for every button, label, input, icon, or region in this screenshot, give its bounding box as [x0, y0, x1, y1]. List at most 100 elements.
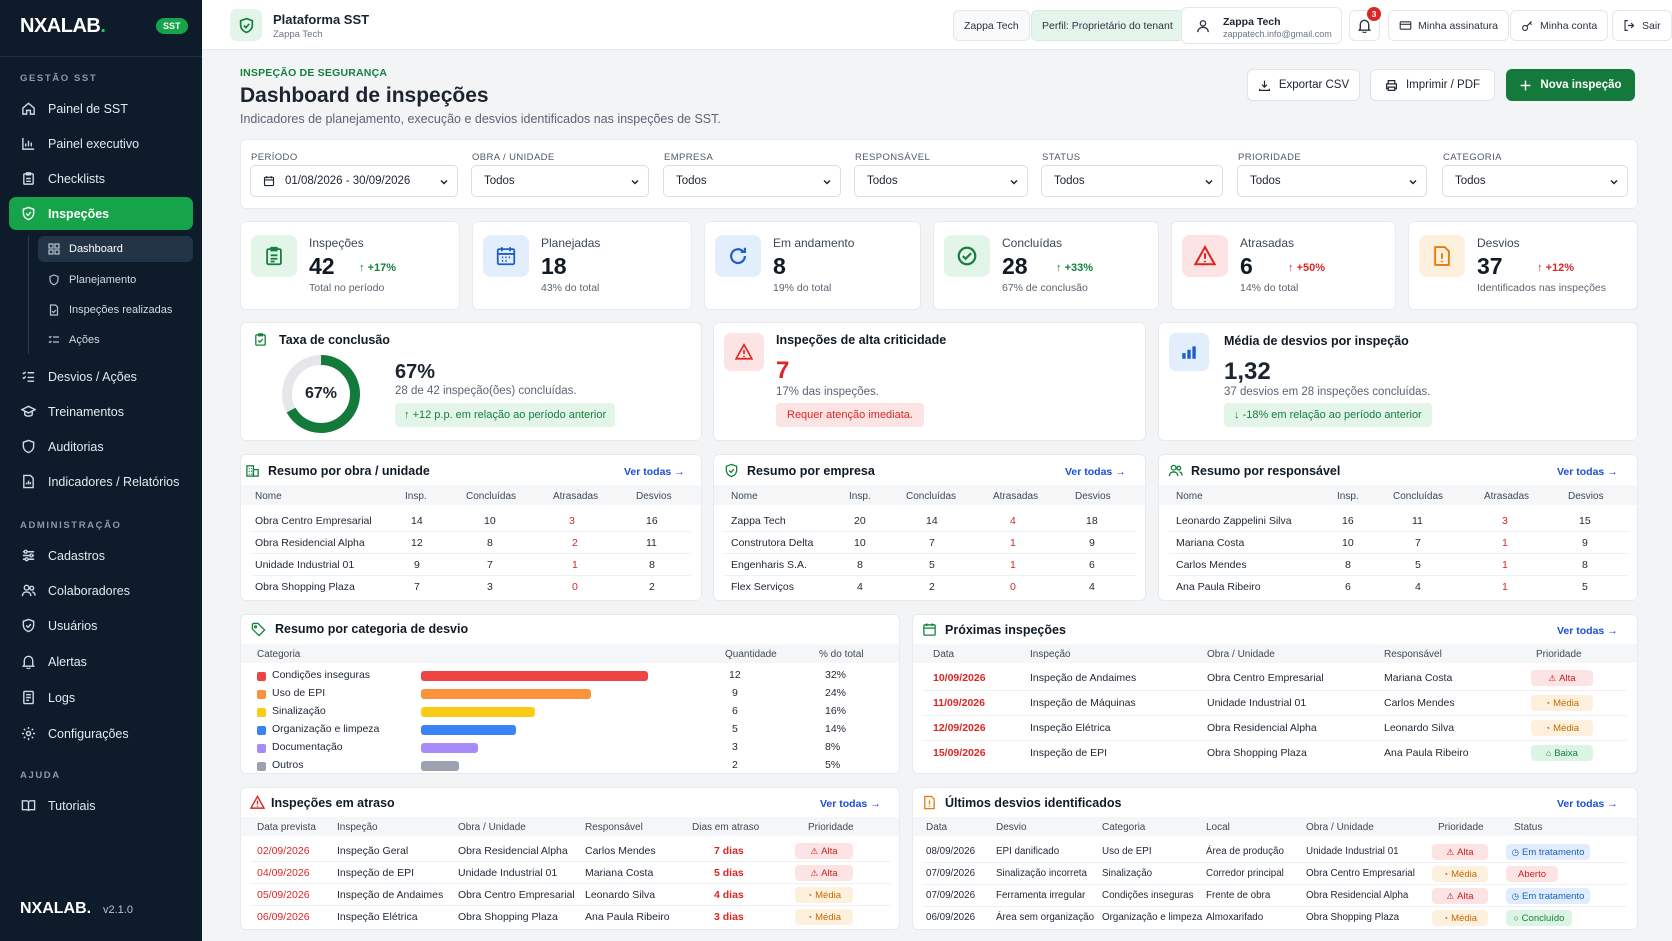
- cell-insp: 7: [414, 581, 420, 593]
- kpi-card-inspecoes[interactable]: Inspeções 42 ↑ +17% Total no período: [240, 221, 460, 310]
- table-cell: Ferramenta irregular: [996, 890, 1086, 901]
- cell-concluidas: 8: [487, 537, 493, 549]
- new-inspection-label: Nova inspeção: [1540, 79, 1622, 91]
- filter-value: Todos: [676, 175, 707, 187]
- export-csv-button[interactable]: Exportar CSV: [1247, 69, 1360, 101]
- kpi-footnote: Total no período: [309, 282, 385, 294]
- sidebar-subitem-acoes[interactable]: Ações: [38, 327, 193, 353]
- notifications-button[interactable]: [1349, 10, 1380, 41]
- print-pdf-label: Imprimir / PDF: [1405, 79, 1481, 91]
- filter-prioridade[interactable]: Todos: [1237, 165, 1427, 197]
- kpi-card-atrasadas[interactable]: Atrasadas 6 ↑ +50% 14% do total: [1171, 221, 1396, 310]
- view-all-label: Ver todas: [624, 466, 672, 478]
- filter-label-periodo: PERÍODO: [251, 152, 298, 163]
- view-all-link[interactable]: Ver todas →: [1065, 466, 1126, 478]
- category-percent: 24%: [825, 687, 847, 699]
- sidebar-item-inspecoes[interactable]: Inspeções: [9, 197, 193, 230]
- table-header: [241, 644, 899, 663]
- list-check-icon: [48, 335, 59, 344]
- view-all-link[interactable]: Ver todas →: [624, 466, 685, 478]
- profile-badge[interactable]: Perfil: Proprietário do tenant: [1031, 10, 1184, 41]
- table-cell: Inspeção de EPI: [1030, 747, 1108, 759]
- sidebar-item-painel-executivo[interactable]: Painel executivo: [9, 127, 193, 160]
- sidebar-item-checklists[interactable]: Checklists: [9, 162, 193, 195]
- sidebar-item-alertas[interactable]: Alertas: [9, 645, 193, 678]
- filter-obra[interactable]: Todos: [471, 165, 649, 197]
- kpi-card-desvios[interactable]: Desvios 37 ↑ +12% Identificados nas insp…: [1408, 221, 1638, 310]
- kpi-label: Planejadas: [541, 236, 601, 250]
- category-bar: [421, 671, 648, 681]
- user-menu[interactable]: Zappa Tech zappatech.info@gmail.com: [1181, 7, 1342, 44]
- kpi-delta-value: +17%: [367, 262, 397, 274]
- kpi-card-planejadas[interactable]: Planejadas 18 43% do total: [472, 221, 692, 310]
- sidebar-item-logs[interactable]: Logs: [9, 681, 193, 714]
- sidebar-item-indicadores[interactable]: Indicadores / Relatórios: [9, 465, 193, 498]
- table-cell: 07/09/2026: [926, 868, 976, 879]
- new-inspection-button[interactable]: Nova inspeção: [1506, 69, 1635, 101]
- filter-status[interactable]: Todos: [1041, 165, 1223, 197]
- refresh-icon: [715, 235, 761, 277]
- view-all-link[interactable]: Ver todas →: [820, 798, 881, 810]
- sidebar-item-treinamentos[interactable]: Treinamentos: [9, 395, 193, 428]
- filter-categoria[interactable]: Todos: [1442, 165, 1628, 197]
- sidebar-item-colaboradores[interactable]: Colaboradores: [9, 574, 193, 607]
- sidebar-item-auditorias[interactable]: Auditorias: [9, 430, 193, 463]
- priority-badge: ○ Concluído: [1506, 910, 1572, 926]
- note-text: +12 p.p. em relação ao período anterior: [412, 409, 607, 421]
- filter-empresa[interactable]: Todos: [663, 165, 841, 197]
- column-header: Concluídas: [906, 491, 957, 502]
- view-all-link[interactable]: Ver todas →: [1557, 798, 1618, 810]
- kpi-label: Concluídas: [1002, 236, 1063, 250]
- table-cell: 08/09/2026: [926, 846, 976, 857]
- sidebar-item-label: Logs: [48, 690, 76, 705]
- calendar-icon: [923, 623, 936, 636]
- user-email: zappatech.info@gmail.com: [1223, 29, 1332, 39]
- table-header: [1159, 485, 1637, 505]
- tenant-selector[interactable]: Zappa Tech: [953, 10, 1030, 41]
- print-pdf-button[interactable]: Imprimir / PDF: [1370, 69, 1495, 101]
- table-cell: Sinalização incorreta: [996, 868, 1087, 879]
- table-cell: 12/09/2026: [933, 722, 986, 734]
- sidebar-subitem-planejamento[interactable]: Planejamento: [38, 267, 193, 293]
- logo[interactable]: NXALAB.: [20, 15, 106, 38]
- account-button[interactable]: Minha conta: [1510, 10, 1609, 41]
- filter-value: Todos: [1455, 175, 1486, 187]
- sidebar-item-cadastros[interactable]: Cadastros: [9, 539, 193, 572]
- kpi-card-andamento[interactable]: Em andamento 8 19% do total: [704, 221, 921, 310]
- clipboard-check-icon: [255, 333, 266, 346]
- avg-deviations-note: ↓ -18% em relação ao período anterior: [1224, 403, 1432, 427]
- logout-button[interactable]: Sair: [1612, 10, 1672, 41]
- warning-icon: [724, 333, 764, 371]
- sidebar-item-tutoriais[interactable]: Tutoriais: [9, 789, 193, 822]
- badge-icon: ◷: [1511, 890, 1520, 901]
- row-divider: [251, 861, 891, 862]
- sidebar-item-configuracoes[interactable]: Configurações: [9, 717, 193, 750]
- row-divider: [1169, 531, 1628, 532]
- filter-periodo[interactable]: 01/08/2026 - 30/09/2026: [250, 165, 458, 197]
- badge-label: Em tratamento: [1522, 890, 1585, 902]
- completion-rate-value: 67%: [395, 361, 436, 383]
- section-administracao: ADMINISTRAÇÃO: [20, 520, 122, 531]
- sidebar-item-usuarios[interactable]: Usuários: [9, 609, 193, 642]
- cell-atrasadas: 3: [569, 515, 575, 527]
- sidebar-item-label: Configurações: [48, 726, 129, 741]
- filter-value: Todos: [867, 175, 898, 187]
- sidebar-item-painel-sst[interactable]: Painel de SST: [9, 92, 193, 125]
- table-cell: Inspeção Geral: [337, 845, 409, 857]
- cell-desvios: 9: [1582, 537, 1588, 549]
- sidebar-item-desvios[interactable]: Desvios / Ações: [9, 360, 193, 393]
- badge-label: Alta: [1457, 890, 1474, 902]
- badge-label: Média: [815, 889, 841, 901]
- table-cell: Unidade Industrial 01: [458, 867, 558, 879]
- view-all-link[interactable]: Ver todas →: [1557, 625, 1618, 637]
- subscription-button[interactable]: Minha assinatura: [1388, 10, 1509, 41]
- document-check-icon: [49, 304, 59, 316]
- view-all-link[interactable]: Ver todas →: [1557, 466, 1618, 478]
- sidebar-subitem-label: Inspeções realizadas: [69, 304, 173, 316]
- sidebar-subitem-dashboard[interactable]: Dashboard: [38, 236, 193, 262]
- sidebar-subitem-realizadas[interactable]: Inspeções realizadas: [38, 297, 193, 323]
- filter-responsavel[interactable]: Todos: [854, 165, 1028, 197]
- warning-icon: [250, 795, 265, 809]
- avg-deviations-value: 1,32: [1224, 358, 1271, 385]
- kpi-card-concluidas[interactable]: Concluídas 28 ↑ +33% 67% de conclusão: [933, 221, 1159, 310]
